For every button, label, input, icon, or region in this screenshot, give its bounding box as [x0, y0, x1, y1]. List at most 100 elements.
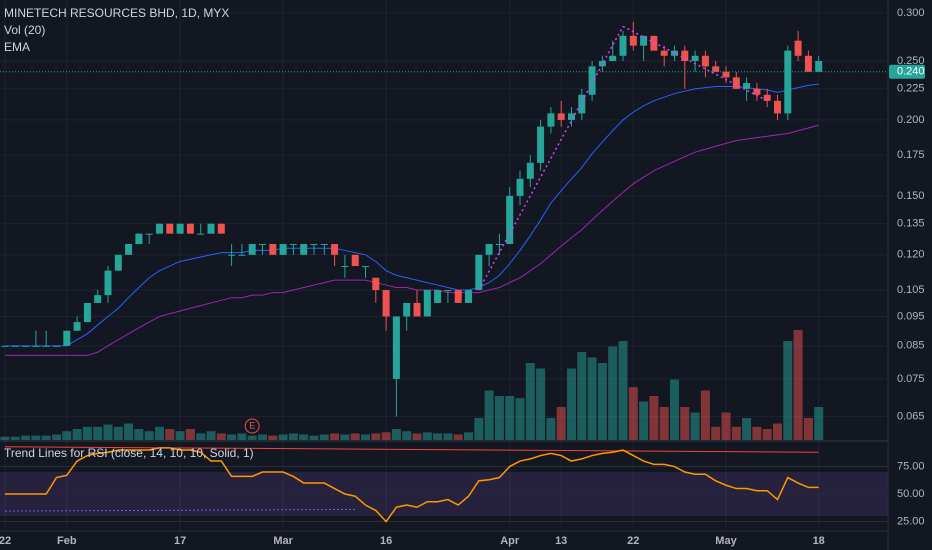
volume-bar	[165, 429, 175, 440]
candle-body	[320, 244, 328, 246]
candle-body	[145, 233, 153, 235]
candle-body	[598, 61, 606, 67]
candle-body	[114, 254, 122, 271]
last-price-box	[889, 64, 925, 79]
y-tick-label: 50.00	[897, 488, 925, 500]
volume-bar	[340, 434, 350, 440]
candle-body	[310, 244, 318, 246]
candle-body	[712, 66, 720, 72]
candle-body	[434, 290, 442, 303]
volume-bar	[350, 433, 360, 440]
candle-body	[671, 50, 678, 56]
volume-bar	[82, 426, 92, 440]
volume-bar	[62, 431, 72, 440]
volume-bar	[237, 433, 247, 440]
rsi-line	[5, 447, 819, 523]
volume-bar	[299, 434, 309, 440]
volume-bar	[783, 341, 793, 440]
y-tick-label: 0.250	[897, 55, 925, 67]
volume-bar	[113, 426, 123, 440]
candle-body	[83, 302, 91, 323]
volume-bar	[464, 432, 473, 440]
trend-line	[622, 25, 768, 102]
candle-body	[485, 244, 493, 255]
candle-body	[701, 55, 709, 67]
volume-bar	[21, 435, 31, 440]
volume-bar	[103, 424, 113, 440]
candle-body	[557, 113, 565, 120]
volume-bar	[381, 432, 391, 440]
candle-body	[619, 35, 627, 56]
x-tick-label: 18	[813, 535, 825, 547]
volume-bar	[505, 396, 515, 440]
x-tick-label: 17	[174, 535, 186, 547]
volume-bar	[752, 426, 762, 440]
candle-body	[176, 223, 184, 234]
candle-body	[22, 345, 30, 347]
x-tick-label: 22	[627, 535, 639, 547]
candle-body	[774, 100, 781, 114]
event-label: E	[249, 420, 255, 430]
candle-body	[351, 254, 359, 267]
candle-body	[42, 345, 50, 347]
volume-bar	[814, 407, 824, 440]
volume-bar	[433, 433, 443, 440]
volume-bar	[288, 433, 298, 440]
candle-body	[259, 244, 266, 246]
volume-bar	[278, 434, 288, 440]
volume-bar	[587, 357, 597, 440]
volume-bar	[690, 412, 700, 440]
volume-bar	[639, 401, 649, 440]
y-tick-label: 0.150	[897, 190, 925, 202]
volume-bar	[258, 434, 267, 440]
volume-bar	[721, 412, 731, 440]
volume-bar	[556, 407, 566, 440]
candle-body	[743, 83, 751, 89]
candle-body	[186, 223, 194, 234]
candle-body	[413, 302, 421, 317]
candle-body	[629, 35, 637, 46]
x-tick-label: Apr	[500, 535, 520, 547]
candle-body	[63, 330, 71, 346]
ema-line	[5, 83, 819, 347]
candle-body	[465, 290, 472, 303]
volume-bar	[680, 407, 690, 440]
volume-bar	[185, 429, 195, 440]
candle-body	[815, 61, 823, 72]
y-tick-label: 0.075	[897, 373, 925, 385]
volume-bar	[134, 429, 144, 440]
candle-body	[53, 345, 60, 347]
candle-body	[197, 233, 205, 235]
y-tick-label: 0.120	[897, 249, 925, 261]
candle-body	[32, 345, 40, 347]
candle-body	[609, 55, 617, 62]
y-tick-label: 0.135	[897, 218, 925, 230]
volume-bar	[494, 396, 504, 440]
candle-body	[403, 302, 411, 317]
volume-bar	[659, 407, 669, 440]
volume-bar	[525, 363, 535, 440]
candle-body	[269, 244, 277, 255]
volume-bar	[515, 398, 525, 440]
candle-body	[94, 295, 102, 303]
candle-body	[300, 244, 308, 255]
candle-body	[382, 290, 390, 317]
volume-bar	[618, 341, 628, 440]
candle-body	[640, 35, 648, 46]
volume-bar	[762, 429, 772, 440]
candle-body	[506, 195, 514, 245]
candle-body	[660, 50, 668, 56]
candle-body	[650, 35, 658, 51]
volume-bar	[361, 434, 370, 440]
last-price-label: 0.240	[897, 66, 925, 78]
volume-bar	[196, 433, 206, 440]
volume-bar	[742, 418, 752, 440]
x-tick-label: 13	[555, 535, 567, 547]
plot-layer: E	[0, 0, 888, 531]
volume-bar	[371, 433, 381, 440]
volume-bar	[700, 390, 710, 440]
candle-body	[156, 223, 163, 234]
y-tick-label: 0.225	[897, 83, 925, 95]
